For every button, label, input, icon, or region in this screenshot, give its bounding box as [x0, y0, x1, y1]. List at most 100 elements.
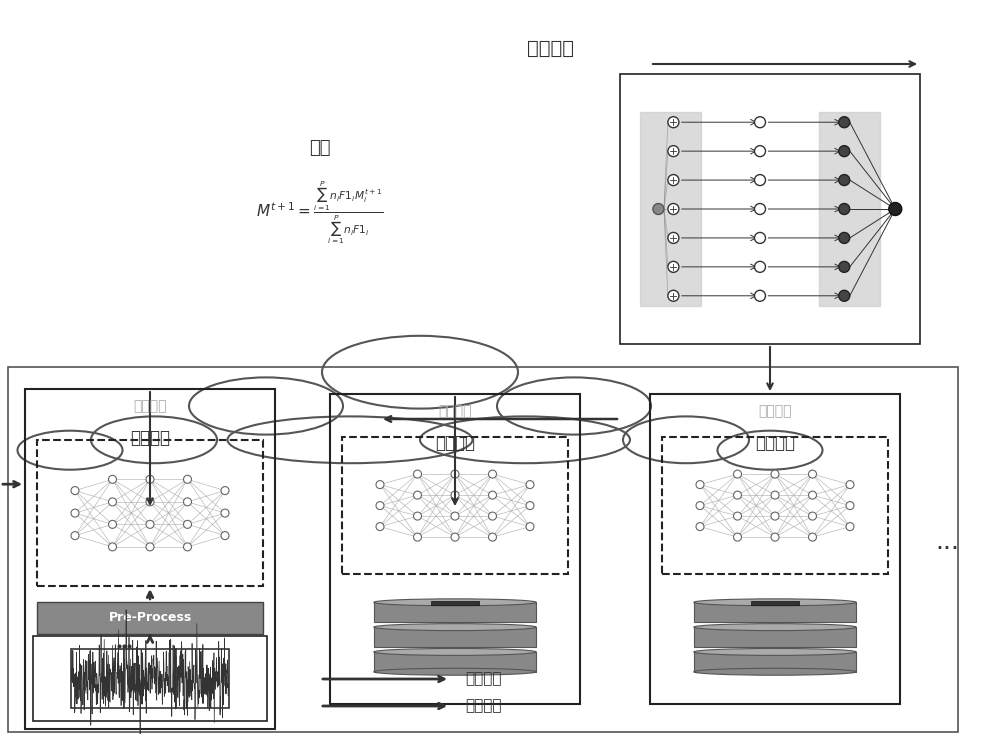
- Ellipse shape: [694, 668, 856, 675]
- Text: 本地模型: 本地模型: [435, 434, 475, 452]
- Ellipse shape: [694, 648, 856, 655]
- Circle shape: [839, 290, 850, 301]
- Text: 本地节点: 本地节点: [758, 404, 792, 418]
- Circle shape: [376, 481, 384, 489]
- Circle shape: [808, 512, 816, 520]
- Text: 加权: 加权: [309, 139, 331, 157]
- Circle shape: [846, 523, 854, 531]
- Ellipse shape: [374, 648, 536, 655]
- Circle shape: [184, 520, 192, 528]
- Circle shape: [846, 501, 854, 509]
- Circle shape: [839, 261, 850, 272]
- Text: $M^{t+1} = \frac{\sum_{i=1}^{P} n_i F1_i M_i^{t+1}}{\sum_{i=1}^{P} n_i F1_i}$: $M^{t+1} = \frac{\sum_{i=1}^{P} n_i F1_i…: [256, 179, 384, 246]
- Circle shape: [808, 533, 816, 541]
- Ellipse shape: [228, 416, 473, 463]
- Bar: [819, 112, 880, 306]
- Circle shape: [839, 203, 850, 214]
- Bar: [342, 437, 568, 574]
- Bar: [640, 112, 701, 306]
- Circle shape: [755, 145, 766, 156]
- Circle shape: [755, 203, 766, 214]
- Circle shape: [376, 523, 384, 531]
- Circle shape: [839, 233, 850, 244]
- Circle shape: [184, 498, 192, 506]
- Circle shape: [755, 233, 766, 244]
- Bar: [8, 367, 958, 732]
- Circle shape: [414, 491, 422, 499]
- Bar: [374, 627, 536, 647]
- Ellipse shape: [718, 431, 822, 470]
- Bar: [694, 652, 856, 672]
- Circle shape: [71, 509, 79, 517]
- Circle shape: [146, 543, 154, 551]
- Ellipse shape: [623, 416, 749, 463]
- Circle shape: [755, 175, 766, 186]
- Circle shape: [221, 487, 229, 495]
- Circle shape: [839, 117, 850, 128]
- Ellipse shape: [694, 624, 856, 631]
- Text: ···: ···: [935, 537, 959, 561]
- Circle shape: [108, 520, 116, 528]
- Bar: [751, 601, 799, 606]
- Circle shape: [771, 491, 779, 499]
- Circle shape: [653, 203, 664, 214]
- Circle shape: [668, 233, 679, 244]
- Bar: [620, 74, 920, 344]
- Circle shape: [488, 533, 496, 541]
- Bar: [694, 627, 856, 647]
- Circle shape: [451, 470, 459, 478]
- Circle shape: [668, 203, 679, 214]
- Circle shape: [146, 498, 154, 506]
- Circle shape: [108, 476, 116, 483]
- Bar: [330, 394, 580, 704]
- Ellipse shape: [322, 335, 518, 409]
- Circle shape: [889, 203, 902, 216]
- Circle shape: [184, 543, 192, 551]
- Circle shape: [846, 481, 854, 489]
- Circle shape: [376, 501, 384, 509]
- Bar: [374, 603, 536, 622]
- Bar: [650, 394, 900, 704]
- Circle shape: [414, 512, 422, 520]
- Ellipse shape: [694, 599, 856, 606]
- Circle shape: [414, 470, 422, 478]
- Text: 本地模型: 本地模型: [465, 699, 502, 713]
- Bar: [25, 389, 275, 729]
- Circle shape: [451, 491, 459, 499]
- Circle shape: [108, 543, 116, 551]
- Circle shape: [771, 512, 779, 520]
- Circle shape: [808, 470, 816, 478]
- Circle shape: [696, 523, 704, 531]
- Ellipse shape: [497, 377, 651, 435]
- Circle shape: [668, 117, 679, 128]
- Bar: [37, 602, 263, 633]
- Circle shape: [108, 498, 116, 506]
- Circle shape: [771, 470, 779, 478]
- Text: 聚合节点: 聚合节点: [526, 39, 574, 58]
- Circle shape: [71, 531, 79, 539]
- Circle shape: [221, 509, 229, 517]
- Circle shape: [71, 487, 79, 495]
- Text: 本地节点: 本地节点: [438, 404, 472, 418]
- Circle shape: [734, 512, 742, 520]
- Circle shape: [184, 476, 192, 483]
- Bar: [662, 437, 888, 574]
- Circle shape: [696, 481, 704, 489]
- Ellipse shape: [374, 624, 536, 631]
- Circle shape: [668, 175, 679, 186]
- Circle shape: [734, 491, 742, 499]
- Circle shape: [488, 512, 496, 520]
- Text: 初始模型: 初始模型: [465, 672, 502, 686]
- Circle shape: [755, 261, 766, 272]
- Circle shape: [146, 520, 154, 528]
- Circle shape: [668, 290, 679, 301]
- Bar: [33, 636, 267, 721]
- Circle shape: [755, 290, 766, 301]
- Circle shape: [668, 261, 679, 272]
- Bar: [37, 440, 263, 586]
- Text: Pre-Process: Pre-Process: [108, 611, 192, 625]
- Circle shape: [839, 145, 850, 156]
- Bar: [374, 652, 536, 672]
- Circle shape: [734, 533, 742, 541]
- Circle shape: [526, 523, 534, 531]
